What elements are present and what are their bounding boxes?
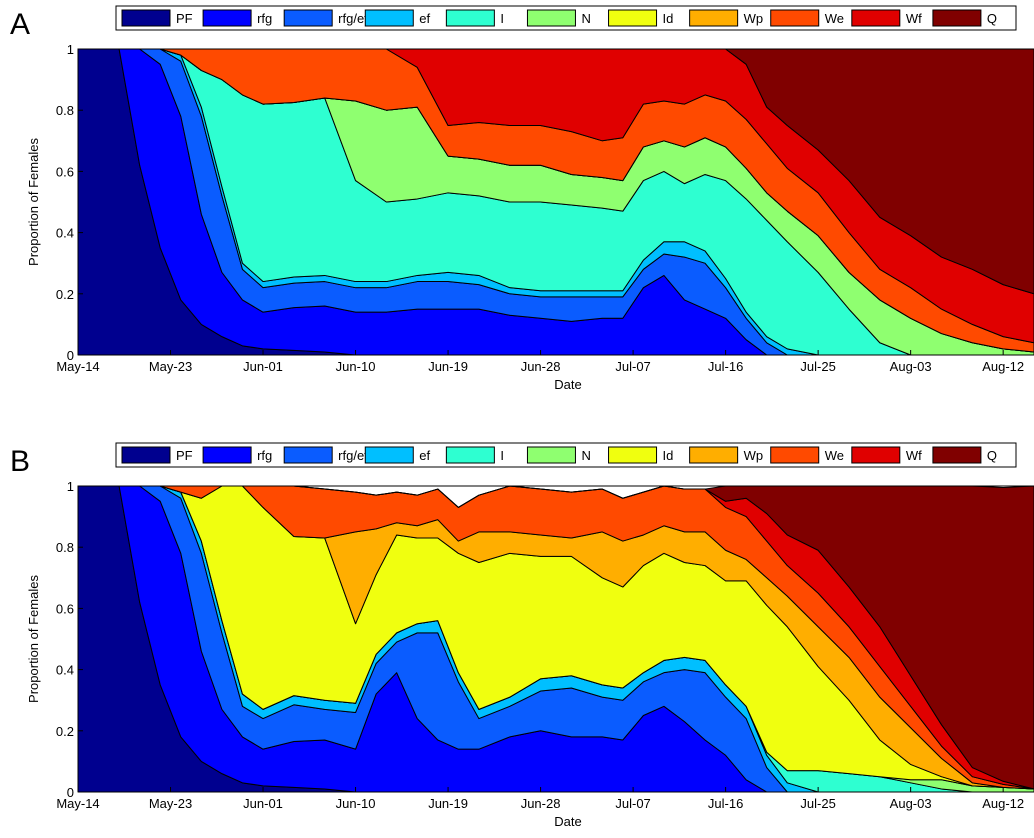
legend-label: Wf	[906, 11, 922, 26]
y-tick-label: 0	[67, 785, 74, 800]
legend-label: Wf	[906, 448, 922, 463]
y-axis-label: Proportion of Females	[26, 138, 41, 266]
x-tick-label: Jun-19	[428, 359, 468, 374]
legend-swatch	[689, 446, 739, 464]
x-tick-label: Jul-25	[800, 796, 835, 811]
x-tick-label: Aug-03	[890, 796, 932, 811]
legend-label: ef	[419, 448, 430, 463]
x-tick-label: Aug-03	[890, 359, 932, 374]
legend-swatch	[202, 446, 252, 464]
legend-label: N	[581, 11, 590, 26]
y-tick-label: 0.2	[56, 287, 74, 302]
x-tick-label: Jun-28	[521, 796, 561, 811]
y-tick-label: 0.2	[56, 724, 74, 739]
panel-label: A	[10, 8, 30, 41]
y-tick-label: 0.4	[56, 226, 74, 241]
legend-label: PF	[176, 11, 193, 26]
x-tick-label: May-23	[149, 796, 192, 811]
x-axis-label: Date	[554, 377, 581, 392]
chart-panel-B: B 0 0.2 0.4 0.6 0.8 1 May-14 May-23 Jun-01 Jun-10 J…	[10, 442, 1034, 829]
legend-swatch	[364, 9, 414, 27]
y-tick-label: 0.8	[56, 103, 74, 118]
chart-panel-A: A 0 0.2 0.4 0.6 0.8 1 May-14 May-23 Jun-01 Jun-10 J…	[10, 5, 1034, 392]
legend-swatch	[932, 9, 982, 27]
y-tick-label: 0.8	[56, 540, 74, 555]
x-tick-label: Jul-07	[615, 359, 650, 374]
legend-label: PF	[176, 448, 193, 463]
legend-swatch	[770, 446, 820, 464]
legend-swatch	[283, 446, 333, 464]
legend-swatch	[202, 9, 252, 27]
legend-label: rfg/ef	[338, 11, 368, 26]
area-layers	[77, 485, 1034, 793]
legend-label: Wp	[744, 11, 764, 26]
legend-label: N	[581, 448, 590, 463]
x-tick-label: Jun-28	[521, 359, 561, 374]
legend-label: rfg	[257, 11, 272, 26]
x-tick-label: Jun-01	[243, 359, 283, 374]
area-series-Q	[77, 485, 1034, 790]
x-tick-label: Jun-01	[243, 796, 283, 811]
y-tick-label: 0.4	[56, 663, 74, 678]
legend-label: Q	[987, 448, 997, 463]
legend-swatch	[121, 446, 171, 464]
legend-swatch	[851, 446, 901, 464]
y-tick-label: 1	[67, 479, 74, 494]
legend-label: I	[500, 11, 504, 26]
legend-swatch	[283, 9, 333, 27]
legend-swatch	[445, 446, 495, 464]
legend-swatch	[445, 9, 495, 27]
panel-label: B	[10, 445, 30, 478]
x-tick-label: Jul-25	[800, 359, 835, 374]
legend-swatch	[121, 9, 171, 27]
legend-label: ef	[419, 11, 430, 26]
legend: PF rfg rfg/ef ef I N Id Wp We Wf Q	[115, 442, 1017, 468]
legend-label: I	[500, 448, 504, 463]
x-tick-label: Jun-19	[428, 796, 468, 811]
x-tick-label: Jun-10	[336, 359, 376, 374]
legend-label: Q	[987, 11, 997, 26]
legend-swatch	[689, 9, 739, 27]
x-tick-label: May-14	[56, 796, 99, 811]
legend-label: Wp	[744, 448, 764, 463]
legend-swatch	[526, 446, 576, 464]
legend-label: We	[825, 11, 844, 26]
legend-swatch	[526, 9, 576, 27]
x-tick-label: Jul-07	[615, 796, 650, 811]
y-tick-label: 0	[67, 348, 74, 363]
legend-label: We	[825, 448, 844, 463]
legend: PF rfg rfg/ef ef I N Id Wp We Wf Q	[115, 5, 1017, 31]
y-tick-label: 1	[67, 42, 74, 57]
legend-label: Id	[663, 11, 674, 26]
legend-swatch	[608, 446, 658, 464]
y-tick-label: 0.6	[56, 164, 74, 179]
legend-label: rfg	[257, 448, 272, 463]
legend-swatch	[770, 9, 820, 27]
x-tick-label: Aug-12	[982, 796, 1024, 811]
legend-label: Id	[663, 448, 674, 463]
legend-label: rfg/ef	[338, 448, 368, 463]
area-layers	[77, 48, 1034, 356]
legend-swatch	[364, 446, 414, 464]
x-tick-label: May-14	[56, 359, 99, 374]
legend-swatch	[851, 9, 901, 27]
x-tick-label: Jun-10	[336, 796, 376, 811]
legend-swatch	[608, 9, 658, 27]
legend-swatch	[932, 446, 982, 464]
x-tick-label: Jul-16	[708, 359, 743, 374]
x-tick-label: Aug-12	[982, 359, 1024, 374]
x-tick-label: May-23	[149, 359, 192, 374]
y-axis-label: Proportion of Females	[26, 575, 41, 703]
x-tick-label: Jul-16	[708, 796, 743, 811]
x-axis-label: Date	[554, 814, 581, 829]
y-tick-label: 0.6	[56, 601, 74, 616]
